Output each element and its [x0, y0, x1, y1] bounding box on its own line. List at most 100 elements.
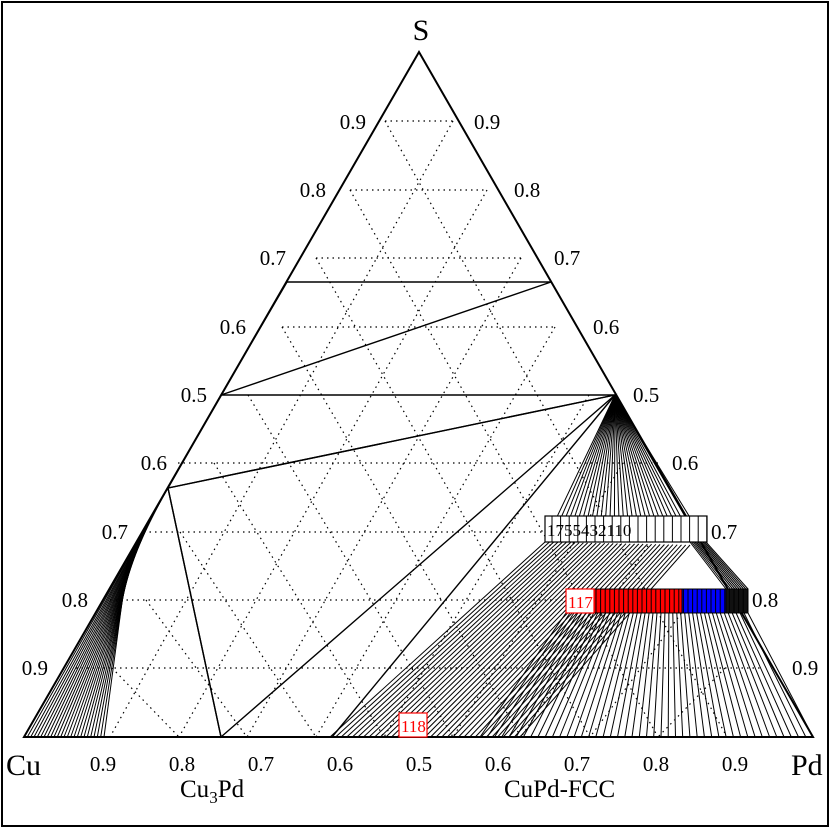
tick-label: 0.7: [102, 520, 128, 544]
tie-line: [715, 612, 756, 738]
tie-line: [580, 612, 622, 738]
vertex-label-pd: Pd: [791, 749, 823, 782]
grid-line: [315, 326, 556, 738]
tie-line: [407, 542, 606, 738]
label-box-color-group: 117: [565, 588, 749, 614]
tie-line: [402, 542, 601, 738]
tie-line: [704, 541, 747, 590]
tie-line: [100, 554, 131, 738]
tie-line: [617, 612, 642, 738]
label-box-black-text: 1755432110: [547, 521, 631, 540]
tie-line: [522, 612, 591, 738]
tie-line: [508, 612, 583, 738]
tie-line: [167, 487, 222, 738]
tie-line: [727, 612, 778, 738]
label-box-black-dividers: [551, 516, 708, 542]
tie-line: [689, 541, 727, 590]
phase-label-cupd-fcc: CuPd-FCC: [504, 776, 615, 803]
tick-label: 0.9: [90, 752, 116, 776]
tie-line: [705, 541, 749, 590]
tie-line: [396, 542, 597, 738]
grid-line: [589, 599, 692, 738]
tick-label: 0.5: [181, 383, 207, 407]
tie-line: [103, 556, 129, 738]
tick-label: 0.8: [169, 752, 195, 776]
tick-label: 0.7: [554, 246, 580, 270]
tie-line: [624, 612, 646, 738]
tie-line: [559, 612, 610, 738]
grid-line: [281, 326, 522, 738]
label-box-black-group: 1755432110: [544, 515, 708, 543]
tie-line: [667, 612, 670, 738]
tie-line: [696, 541, 736, 590]
tie-line: [704, 612, 734, 738]
tick-label: 0.7: [711, 520, 737, 544]
tie-line: [494, 612, 575, 738]
tie-line: [609, 612, 638, 738]
tie-line: [680, 612, 691, 738]
fan-pd-corner: [479, 612, 814, 738]
tie-line: [700, 612, 727, 738]
phase-label-cu3pd: Cu3Pd: [180, 776, 245, 807]
phase-label-cu3pd-subscript: 3: [209, 788, 218, 807]
grid-line: [384, 120, 728, 738]
tick-label: 0.5: [633, 383, 659, 407]
fan-cu-corner: [23, 487, 169, 738]
tick-label: 0.5: [406, 752, 432, 776]
tie-line: [441, 543, 631, 738]
vertex-label-cu: Cu: [6, 749, 41, 782]
tie-line: [638, 612, 654, 738]
grid-line: [145, 599, 248, 738]
tie-line: [653, 612, 662, 738]
tie-line: [363, 542, 571, 738]
tie-line: [530, 612, 595, 738]
grid-line: [315, 257, 591, 738]
tie-line: [602, 612, 634, 738]
right-edge-ticks: 0.9 0.8 0.7 0.6 0.5 0.6 0.7 0.8 0.9: [474, 110, 818, 680]
bottom-edge-ticks: 0.9 0.8 0.7 0.6 0.5 0.6 0.7 0.8 0.9: [90, 752, 748, 776]
tie-line: [497, 544, 674, 738]
tick-label: 0.8: [514, 178, 540, 202]
tie-line: [566, 612, 614, 738]
label-box-bottom-group: 118: [398, 712, 428, 738]
tick-label: 0.7: [248, 752, 274, 776]
tie-line: [692, 612, 713, 738]
tie-line: [385, 542, 588, 738]
tie-line: [430, 543, 623, 738]
tick-label: 0.9: [474, 110, 500, 134]
tie-line: [331, 394, 616, 738]
tie-line: [702, 541, 744, 590]
tick-label: 0.7: [564, 752, 590, 776]
tie-line: [514, 544, 687, 738]
label-box-blue: [681, 588, 727, 614]
label-box-red-bottom-text: 118: [401, 717, 426, 736]
tick-label: 0.8: [643, 752, 669, 776]
tie-line: [711, 612, 749, 738]
grid-line: [246, 257, 522, 738]
label-box-black: [544, 515, 708, 543]
tie-line: [368, 542, 576, 738]
tie-line: [646, 612, 658, 738]
tie-line: [374, 542, 580, 738]
tie-line: [672, 612, 676, 738]
tie-line: [391, 542, 593, 738]
tick-label: 0.8: [300, 178, 326, 202]
tie-line: [676, 612, 684, 738]
tie-line: [544, 612, 603, 738]
vertex-label-s: S: [413, 14, 430, 47]
tie-line: [419, 543, 614, 738]
tie-line: [691, 541, 729, 590]
phase-label-cu3pd-tail: Pd: [218, 776, 245, 803]
tick-label: 0.9: [340, 110, 366, 134]
left-edge-ticks: 0.9 0.8 0.7 0.6 0.5 0.6 0.7 0.8 0.9: [22, 110, 366, 680]
tie-line: [519, 544, 691, 738]
tie-line: [723, 612, 771, 738]
grid-line: [178, 189, 488, 738]
tick-label: 0.7: [260, 246, 286, 270]
tie-line: [435, 543, 627, 738]
tick-label: 0.6: [327, 752, 353, 776]
tie-line: [707, 612, 742, 738]
tick-label: 0.8: [62, 588, 88, 612]
